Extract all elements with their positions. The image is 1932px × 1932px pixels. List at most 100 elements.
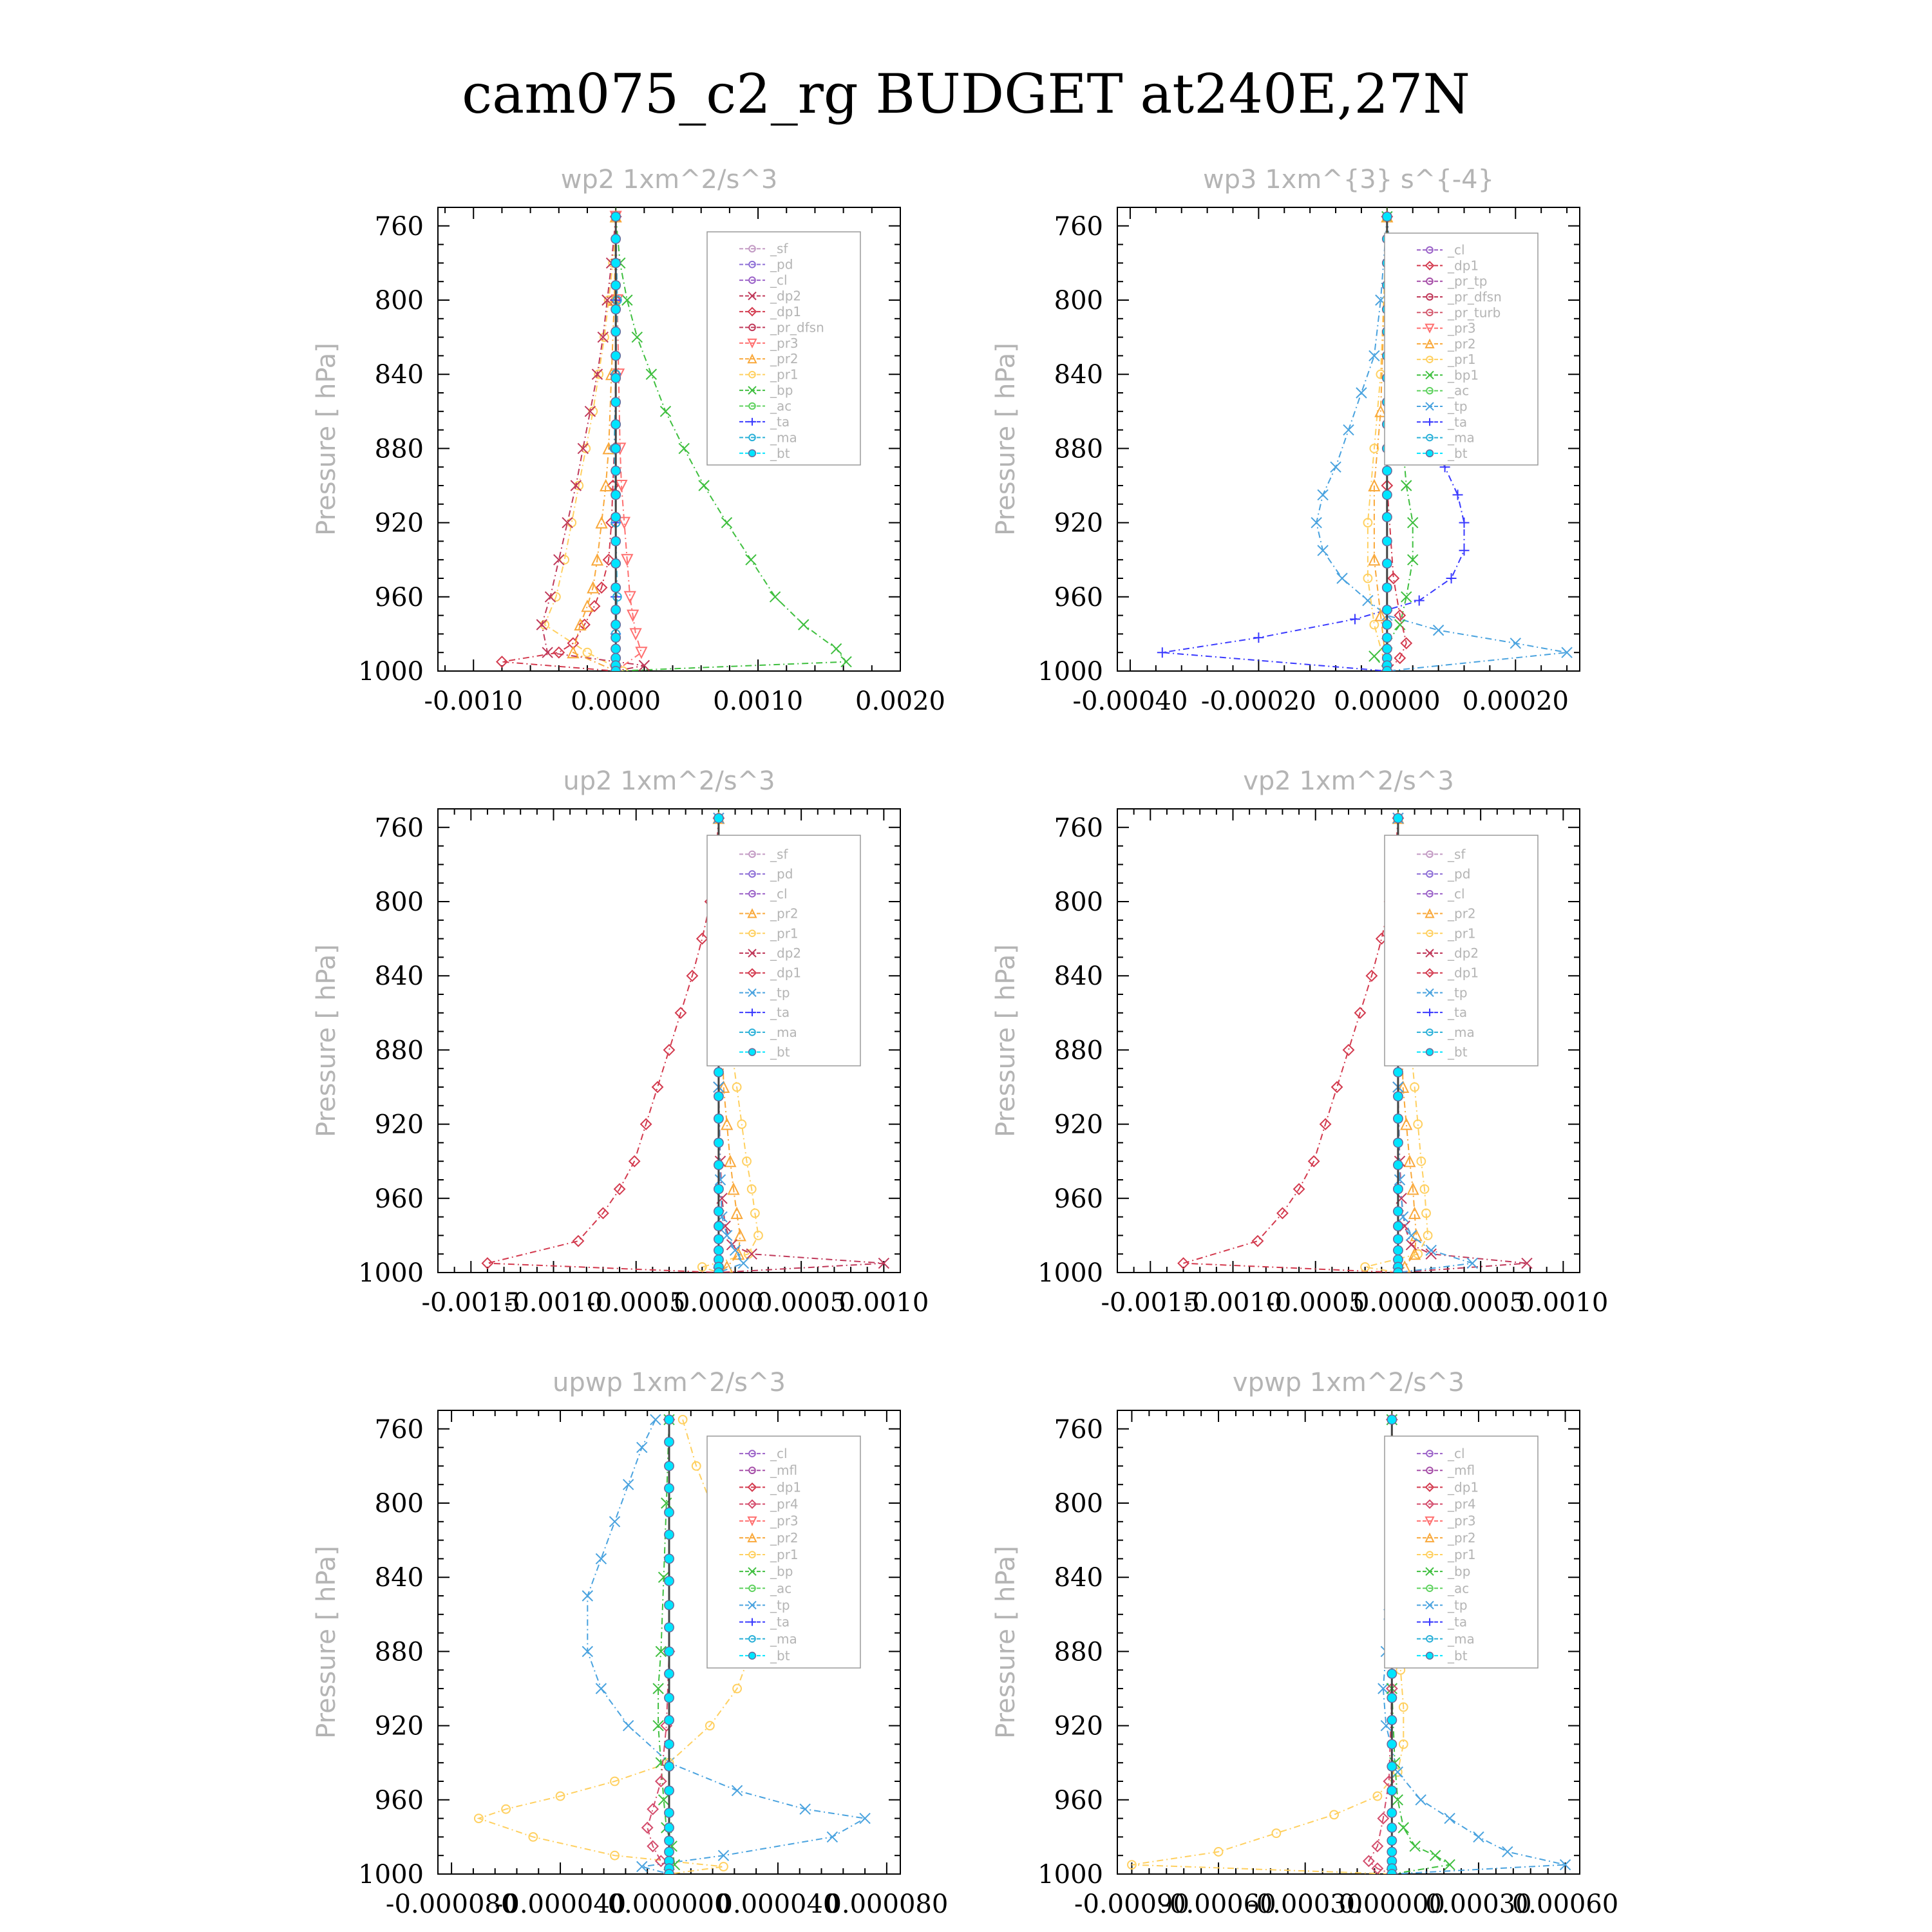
data-point-dp2 bbox=[748, 291, 757, 301]
series-line-pr1 bbox=[1132, 1419, 1405, 1874]
x-tick-label: 0.0010 bbox=[838, 1288, 929, 1318]
data-point-bp bbox=[748, 1567, 757, 1576]
data-point-bp1 bbox=[1425, 370, 1434, 380]
data-point-cl bbox=[748, 890, 756, 898]
legend-entry: _pr1 bbox=[770, 925, 799, 941]
data-point-bt bbox=[1392, 1113, 1403, 1124]
data-point-bt bbox=[611, 397, 621, 408]
data-point-tp bbox=[717, 1850, 730, 1861]
data-point-pr1 bbox=[1413, 1249, 1423, 1259]
data-point-ta bbox=[1446, 573, 1457, 583]
data-point-cl bbox=[748, 1450, 756, 1457]
plot-frame bbox=[437, 207, 901, 672]
data-point-dp1 bbox=[1394, 609, 1406, 622]
data-point-bp bbox=[621, 294, 633, 306]
data-point-pr_turb bbox=[1426, 308, 1434, 317]
data-point-bt bbox=[1387, 1715, 1397, 1725]
data-point-pr1 bbox=[746, 1184, 757, 1194]
data-point-pr2 bbox=[1368, 478, 1381, 491]
legend-entry: _sf bbox=[770, 846, 788, 862]
data-point-tp bbox=[1330, 461, 1341, 473]
data-point-bt bbox=[664, 1437, 674, 1447]
data-point-dp1 bbox=[1331, 1081, 1343, 1094]
data-point-bt bbox=[1387, 1835, 1397, 1846]
data-point-bt bbox=[1387, 1761, 1397, 1772]
data-point-dp1 bbox=[1425, 1482, 1435, 1492]
legend-entry: _cl bbox=[1447, 886, 1465, 902]
data-point-pr1 bbox=[1398, 1739, 1408, 1749]
data-point-bt bbox=[713, 1206, 724, 1217]
data-point-dp2 bbox=[638, 659, 650, 671]
y-tick-label: 960 bbox=[375, 583, 424, 612]
data-point-tp bbox=[1466, 1257, 1479, 1269]
data-point-pr2 bbox=[1368, 553, 1381, 566]
y-tick-label: 1000 bbox=[358, 657, 424, 687]
data-point-tp bbox=[731, 1785, 743, 1797]
series-line-pr1 bbox=[1367, 216, 1388, 671]
legend-entry: _ta bbox=[1447, 414, 1467, 430]
data-point-dp1 bbox=[496, 656, 508, 668]
data-point-bt bbox=[664, 1646, 674, 1657]
y-axis-label: Pressure [ hPa] bbox=[991, 1546, 1021, 1739]
y-axis-label: Pressure [ hPa] bbox=[312, 343, 341, 536]
y-tick-label: 880 bbox=[375, 434, 424, 464]
data-point-pr1 bbox=[501, 1804, 511, 1814]
data-point-pr4 bbox=[747, 1499, 757, 1509]
legend-entry: _ta bbox=[770, 1005, 790, 1020]
data-point-tp bbox=[1356, 387, 1367, 399]
series-bt bbox=[611, 211, 621, 671]
data-point-bt bbox=[1392, 1160, 1403, 1170]
y-tick-label: 960 bbox=[1054, 1184, 1103, 1214]
legend-entry: _cl bbox=[770, 886, 788, 902]
series-line-pr1 bbox=[699, 818, 759, 1273]
data-point-dp1 bbox=[1387, 572, 1400, 585]
data-point-pr1 bbox=[473, 1814, 484, 1824]
legend-entry: _pd bbox=[1447, 866, 1470, 882]
y-axis-label: Pressure [ hPa] bbox=[312, 1546, 341, 1739]
legend-entry: _dp1 bbox=[770, 965, 801, 981]
x-tick-label: 0.0005 bbox=[1435, 1288, 1526, 1318]
data-point-dp1 bbox=[1425, 261, 1435, 270]
series-line-pr2 bbox=[717, 818, 741, 1273]
data-point-bt bbox=[611, 512, 621, 522]
data-point-pr1 bbox=[581, 444, 591, 453]
data-point-pr2 bbox=[595, 516, 608, 529]
x-tick-label: 0.00000 bbox=[1339, 1889, 1445, 1919]
legend-box bbox=[706, 1435, 861, 1669]
data-point-tp bbox=[582, 1590, 594, 1602]
data-point-tp bbox=[636, 1861, 648, 1873]
chart-title: wp3 1xm^{3} s^{-4} bbox=[1203, 165, 1494, 194]
data-point-pr1 bbox=[677, 1415, 688, 1425]
x-tick-label: 0.0005 bbox=[756, 1288, 846, 1318]
data-point-dp1 bbox=[588, 600, 601, 612]
series-line-dp1 bbox=[502, 216, 617, 671]
chart-panel-6: vpwp 1xm^2/s^3 Pressure [ hPa] 760 800 840 88… bbox=[991, 1368, 1618, 1919]
x-tick-label: 0.0020 bbox=[855, 687, 945, 716]
data-point-bt bbox=[664, 1507, 674, 1518]
data-point-pr1 bbox=[1360, 1262, 1370, 1272]
legend-entry: _pr3 bbox=[1447, 321, 1476, 336]
data-point-pr1 bbox=[1410, 1082, 1419, 1092]
data-point-ac bbox=[1426, 1584, 1434, 1593]
data-point-bt bbox=[664, 1869, 674, 1874]
data-point-ma bbox=[748, 1634, 756, 1643]
data-point-bp bbox=[1429, 1850, 1441, 1861]
data-point-pr1 bbox=[610, 1850, 620, 1861]
data-point-bp bbox=[840, 656, 852, 668]
x-tick-label: 0.00060 bbox=[1512, 1889, 1618, 1919]
data-point-bp bbox=[721, 516, 733, 529]
data-point-pr1 bbox=[582, 647, 592, 658]
y-tick-label: 840 bbox=[375, 961, 424, 991]
data-point-bt bbox=[1387, 1669, 1397, 1679]
legend-entry: _pr_tp bbox=[1447, 274, 1487, 289]
data-point-tp bbox=[1425, 1244, 1437, 1256]
legend-entry: _pr2 bbox=[1447, 906, 1476, 922]
data-point-pr2 bbox=[574, 618, 587, 630]
y-axis-label: Pressure [ hPa] bbox=[991, 343, 1021, 536]
legend-entry: _bp bbox=[770, 383, 793, 398]
y-tick-label: 880 bbox=[1054, 1036, 1103, 1065]
data-point-pr1 bbox=[750, 1208, 760, 1218]
legend-entry: _dp1 bbox=[1447, 1479, 1479, 1495]
data-point-dp2 bbox=[591, 368, 603, 380]
data-point-bt bbox=[664, 1461, 674, 1472]
